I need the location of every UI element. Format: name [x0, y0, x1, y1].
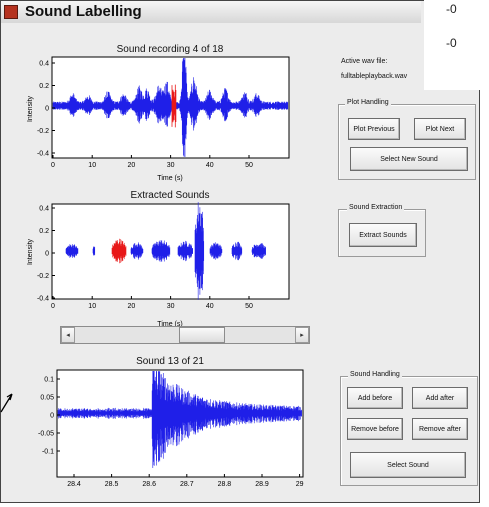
sound-handling-panel [340, 376, 478, 486]
extracted-sound-segment [130, 242, 144, 260]
extracted-sound-segment [92, 246, 96, 256]
extracted-sound-segment [231, 241, 243, 261]
plot-handling-panel [338, 104, 476, 180]
sound-plot[interactable]: 0.1 0.05 0 -0.05 -0.1 28.4 28.5 28.6 28.7 28.8 28.… [0, 368, 310, 498]
extracted-plot-title: Extracted Sounds [130, 190, 210, 201]
sound-extraction-title: Sound Extraction [347, 204, 405, 211]
overlay-text-2: -0 [446, 36, 457, 50]
recording-xlabel: Time (s) [157, 175, 182, 182]
add-before-button[interactable]: Add before [347, 387, 403, 409]
recording-waveform [52, 58, 289, 157]
sound-xtick-label: 28.4 [67, 481, 81, 488]
extracted-sound-segment [151, 240, 171, 262]
extracted-ytick-label: 0.4 [39, 206, 49, 213]
sound-xtick-label: 28.7 [180, 481, 194, 488]
title-bar: Sound Labelling [1, 1, 421, 23]
sound-plot-title: Sound 13 of 21 [136, 356, 204, 367]
select-sound-button[interactable]: Select Sound [350, 452, 466, 478]
recording-xtick-label: 40 [206, 162, 214, 169]
mouse-pointer-icon [0, 393, 13, 413]
extracted-sound-segment [194, 202, 205, 300]
sound-ytick-label: 0 [50, 413, 54, 420]
recording-ytick-label: 0 [45, 106, 49, 113]
sound-xtick-label: 28.9 [255, 481, 269, 488]
extracted-ytick-label: -0.4 [37, 296, 49, 303]
extracted-sound-segment [251, 243, 266, 259]
recording-ytick-label: 0.2 [39, 83, 49, 90]
extracted-sound-segment [177, 240, 193, 262]
extracted-sound-segment [209, 242, 223, 260]
slider-left-arrow-icon[interactable]: ◂ [61, 327, 75, 343]
recording-selection [171, 84, 177, 128]
background-window-fragment: -0 -0 [424, 0, 489, 90]
extracted-xtick-label: 10 [88, 303, 96, 310]
extracted-xtick-label: 0 [51, 303, 55, 310]
overlay-text-1: -0 [446, 2, 457, 16]
extracted-sound-segment [65, 244, 79, 258]
slider-right-arrow-icon[interactable]: ▸ [295, 327, 309, 343]
active-file-value: fulltableplayback.wav [341, 73, 408, 80]
sound-handling-title: Sound Handling [348, 371, 402, 378]
sound-ytick-label: -0.1 [42, 449, 54, 456]
recording-xtick-label: 20 [128, 162, 136, 169]
recording-xtick-label: 10 [88, 162, 96, 169]
sound-xtick-label: 28.6 [142, 481, 156, 488]
sound-ytick-label: 0.1 [44, 377, 54, 384]
recording-plot-title: Sound recording 4 of 18 [116, 44, 224, 55]
extracted-sound-segment [111, 238, 127, 264]
window-title: Sound Labelling [25, 3, 142, 20]
extracted-waveform [65, 202, 266, 300]
recording-plot[interactable]: 0.40.20-0.2-0.40 10 20 30 40 50 Intensity Tim… [0, 55, 300, 190]
extracted-xtick-label: 40 [206, 303, 214, 310]
extracted-xtick-label: 20 [128, 303, 136, 310]
recording-ytick-label: 0.4 [39, 61, 49, 68]
sound-xtick-label: 28.5 [105, 481, 119, 488]
sound-ytick-label: -0.05 [38, 431, 54, 438]
slider-thumb[interactable] [179, 327, 226, 343]
recording-xtick-label: 50 [245, 162, 253, 169]
extracted-xtick-label: 50 [245, 303, 253, 310]
active-file-label: Active wav file: [341, 58, 388, 65]
extracted-ytick-label: -0.2 [37, 273, 49, 280]
remove-before-button[interactable]: Remove before [347, 418, 403, 440]
sound-xtick-label: 28.8 [218, 481, 232, 488]
recording-signal [52, 58, 289, 157]
plot-next-button[interactable]: Plot Next [414, 118, 466, 140]
extract-sounds-button[interactable]: Extract Sounds [349, 223, 417, 247]
sound-signal [57, 371, 302, 468]
extracted-xtick-label: 30 [167, 303, 175, 310]
recording-xtick-label: 30 [167, 162, 175, 169]
plot-previous-button[interactable]: Plot Previous [348, 118, 400, 140]
extracted-ytick-label: 0.2 [39, 228, 49, 235]
segment-slider[interactable]: ◂ ▸ [60, 326, 310, 344]
recording-xtick-label: 0 [51, 162, 55, 169]
sound-ytick-label: 0.05 [40, 395, 54, 402]
recording-ylabel: Intensity [27, 95, 34, 122]
extracted-ylabel: Intensity [27, 238, 34, 265]
extracted-plot[interactable]: 0.40.20-0.2-0.40 10 20 30 40 50 Intensity Tim… [0, 202, 300, 330]
recording-ytick-label: -0.4 [37, 151, 49, 158]
add-after-button[interactable]: Add after [412, 387, 468, 409]
sound-waveform [57, 371, 302, 468]
extracted-ytick-label: 0 [45, 251, 49, 258]
matlab-app-icon [4, 5, 18, 19]
select-new-sound-button[interactable]: Select New Sound [350, 147, 468, 171]
remove-after-button[interactable]: Remove after [412, 418, 468, 440]
recording-ytick-label: -0.2 [37, 128, 49, 135]
sound-xtick-label: 29 [296, 481, 304, 488]
extracted-xlabel: Time (s) [157, 321, 182, 328]
extracted-axes [51, 203, 290, 300]
plot-handling-title: Plot Handling [345, 99, 391, 106]
